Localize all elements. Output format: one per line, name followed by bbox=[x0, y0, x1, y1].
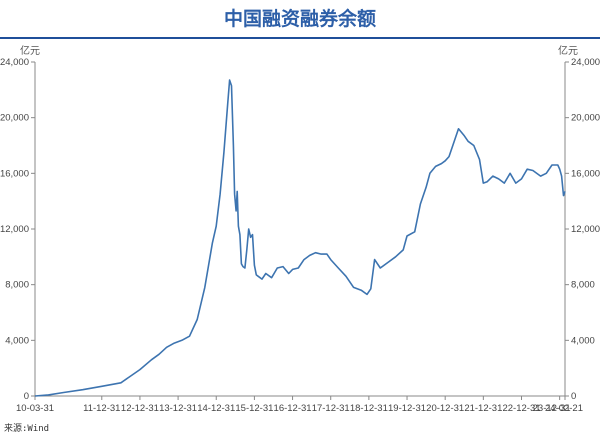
x-tick-label: 19-12-31 bbox=[388, 403, 426, 414]
x-tick-label: 24-02-21 bbox=[545, 403, 583, 414]
y2-tick-label: 0 bbox=[571, 391, 576, 402]
right-y-ticks: 0 4,000 8,000 12,000 16,000 20,000 24,000 bbox=[565, 57, 600, 402]
x-tick-label: 18-12-31 bbox=[350, 403, 388, 414]
y-tick-label: 16,000 bbox=[0, 168, 29, 179]
x-tick-label: 17-12-31 bbox=[312, 403, 350, 414]
x-tick-label: 15-12-31 bbox=[235, 403, 273, 414]
y-tick-label: 12,000 bbox=[0, 224, 29, 235]
x-tick-label: 10-03-31 bbox=[16, 403, 54, 414]
y2-tick-label: 12,000 bbox=[571, 224, 600, 235]
source-note: 来源:Wind bbox=[4, 424, 50, 434]
chart-title: 中国融资融券余额 bbox=[223, 8, 376, 30]
series-lines bbox=[34, 79, 566, 397]
x-tick-label: 12-12-31 bbox=[121, 403, 159, 414]
x-tick-label: 16-12-31 bbox=[274, 403, 312, 414]
y-tick-label: 20,000 bbox=[0, 113, 29, 124]
y2-tick-label: 4,000 bbox=[571, 335, 595, 346]
x-tick-label: 20-12-31 bbox=[426, 403, 464, 414]
series-line bbox=[34, 79, 566, 397]
y2-tick-label: 8,000 bbox=[571, 280, 595, 291]
chart-axes bbox=[34, 62, 566, 397]
x-tick-label: 13-12-31 bbox=[159, 403, 197, 414]
x-tick-label: 22-12-31 bbox=[502, 403, 540, 414]
x-tick-label: 21-12-31 bbox=[464, 403, 502, 414]
y2-tick-label: 16,000 bbox=[571, 168, 600, 179]
x-tick-label: 14-12-31 bbox=[197, 403, 235, 414]
y-tick-label: 4,000 bbox=[5, 335, 29, 346]
x-tick-label: 23-12-31 bbox=[533, 403, 571, 414]
y2-tick-label: 20,000 bbox=[571, 113, 600, 124]
y-tick-label: 0 bbox=[24, 391, 29, 402]
y-tick-label: 8,000 bbox=[5, 280, 29, 291]
y-tick-label: 24,000 bbox=[0, 57, 29, 68]
y2-tick-label: 24,000 bbox=[571, 57, 600, 68]
right-axis-unit: 亿元 bbox=[558, 46, 578, 57]
left-axis-unit: 亿元 bbox=[20, 46, 40, 57]
left-y-ticks: 0 4,000 8,000 12,000 16,000 20,000 24,000 bbox=[0, 57, 35, 402]
x-ticks: 10-03-31 11-12-31 12-12-31 13-12-31 14-12-31… bbox=[16, 396, 583, 414]
title-divider bbox=[0, 37, 600, 39]
x-tick-label: 11-12-31 bbox=[83, 403, 120, 414]
